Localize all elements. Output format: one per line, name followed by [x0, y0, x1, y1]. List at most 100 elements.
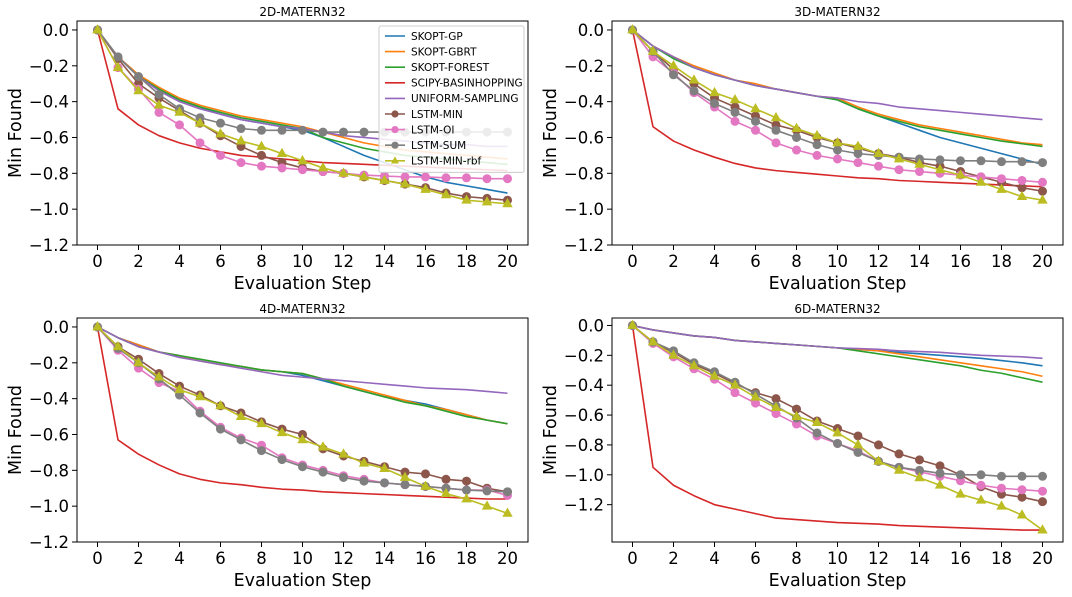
- y-tick-label: 0.0: [43, 21, 69, 40]
- series-lstm-min-rbf-point-20: [502, 507, 513, 517]
- series-lstm-min-rbf-point-10: [832, 427, 843, 437]
- chart-title: 3D-MATERN32: [794, 5, 880, 19]
- x-tick-label: 6: [750, 252, 761, 271]
- series-lstm-min-rbf-point-18: [461, 194, 472, 204]
- series-lstm-sum-point-12: [338, 127, 348, 137]
- series-line-skopt-forest: [632, 324, 1043, 383]
- series-line-lstm-oi: [631, 324, 1043, 493]
- series-lstm-min-rbf-point-8: [256, 140, 267, 150]
- series-lstm-sum: [627, 320, 1048, 481]
- series-lstm-min-rbf-point-1: [647, 45, 659, 55]
- x-tick-label: 10: [292, 549, 313, 568]
- plot-area: [627, 319, 1048, 534]
- series-scipy-basinhopping: [96, 326, 508, 500]
- series-lstm-min-rbf-point-20: [502, 197, 513, 208]
- series-lstm-min-rbf-point-6: [215, 128, 226, 138]
- series-lstm-sum-point-11: [853, 149, 863, 159]
- chart-title: 6D-MATERN32: [794, 302, 880, 316]
- series-lstm-min-rbf-point-6: [215, 399, 226, 410]
- series-lstm-min-rbf: [627, 24, 1048, 204]
- series-lstm-min: [627, 25, 1048, 196]
- series-lstm-min-point-20: [1038, 186, 1048, 196]
- series-lstm-min-rbf-point-12: [873, 147, 884, 158]
- series-uniform-sampling: [632, 324, 1043, 360]
- x-tick-label: 20: [1032, 549, 1053, 568]
- x-tick-label: 4: [174, 252, 185, 271]
- series-lstm-min-rbf-point-20: [1037, 194, 1048, 204]
- y-tick-label: −0.4: [29, 93, 69, 112]
- series-lstm-min-rbf-point-2: [668, 349, 679, 359]
- series-lstm-min-rbf-point-8: [791, 410, 802, 420]
- series-lstm-min-rbf-point-8: [256, 417, 267, 428]
- x-axis-label: Evaluation Step: [234, 274, 372, 294]
- legend-label-lstm-oi: LSTM-OI: [411, 124, 454, 136]
- series-lstm-min-point-12: [873, 440, 883, 450]
- series-lstm-min-rbf-point-2: [133, 85, 144, 95]
- y-tick-label: −0.2: [29, 57, 69, 76]
- series-lstm-min-rbf-point-13: [893, 464, 905, 474]
- series-lstm-min-rbf-point-1: [112, 340, 124, 351]
- series-lstm-sum-point-20: [502, 487, 512, 497]
- series-lstm-min-point-11: [853, 431, 863, 441]
- x-tick-label: 8: [256, 252, 267, 271]
- series-lstm-sum-point-19: [482, 486, 492, 496]
- x-tick-label: 10: [827, 252, 848, 271]
- series-lstm-sum-point-16: [955, 470, 965, 480]
- series-lstm-sum-point-9: [277, 125, 287, 135]
- legend-item-lstm-min-rbf: LSTM-MIN-rbf: [385, 156, 482, 168]
- series-lstm-min-rbf-point-19: [481, 500, 493, 510]
- plot-frame: [611, 20, 1064, 246]
- x-tick-label: 8: [791, 549, 802, 568]
- series-line-scipy-basinhopping: [96, 326, 508, 500]
- legend-item-scipy-basinhopping: SCIPY-BASINHOPPING: [385, 78, 523, 90]
- x-tick-label: 16: [950, 549, 971, 568]
- y-tick-label: −0.6: [29, 425, 69, 444]
- y-axis-label: Min Found: [6, 385, 26, 475]
- series-lstm-min-rbf-point-14: [914, 158, 925, 168]
- x-tick-label: 12: [333, 252, 354, 271]
- series-lstm-min-rbf-point-3: [153, 99, 165, 109]
- series-lstm-min-rbf-point-2: [133, 356, 144, 367]
- series-line-lstm-min: [631, 29, 1043, 193]
- series-line-scipy-basinhopping: [631, 325, 1043, 531]
- series-lstm-sum-point-4: [709, 98, 719, 108]
- series-lstm-min-rbf-point-4: [174, 383, 185, 394]
- series-lstm-oi-point-19: [1017, 485, 1027, 495]
- series-lstm-sum-point-13: [359, 127, 369, 137]
- series-lstm-sum-point-15: [400, 480, 410, 490]
- series-lstm-oi-point-6: [216, 150, 226, 160]
- legend-marker-lstm-oi: [391, 126, 399, 134]
- series-lstm-min-rbf-point-5: [729, 94, 741, 104]
- y-tick-label: −1.0: [29, 200, 69, 219]
- x-tick-label: 12: [868, 549, 889, 568]
- legend-label-skopt-gp: SKOPT-GP: [411, 31, 463, 43]
- series-lstm-sum-point-6: [750, 116, 760, 126]
- series-lstm-oi-point-8: [256, 161, 266, 171]
- series-lstm-sum-point-5: [730, 107, 740, 117]
- series-lstm-oi-point-9: [277, 163, 287, 173]
- series-lstm-min-point-18: [461, 476, 471, 486]
- series-lstm-min-rbf-point-11: [852, 439, 864, 449]
- legend-label-skopt-gbrt: SKOPT-GBRT: [411, 46, 477, 58]
- series-lstm-min-point-7: [771, 394, 781, 404]
- y-axis-label: Min Found: [6, 88, 26, 178]
- y-tick-label: −1.0: [564, 466, 604, 485]
- series-skopt-forest: [632, 324, 1043, 383]
- x-tick-label: 16: [415, 549, 436, 568]
- series-lstm-min-rbf-point-14: [914, 471, 925, 482]
- legend-label-skopt-forest: SKOPT-FOREST: [411, 62, 490, 74]
- series-lstm-min-rbf-point-11: [317, 441, 329, 451]
- x-tick-label: 0: [627, 549, 638, 568]
- x-tick-label: 6: [215, 549, 226, 568]
- y-tick-label: −1.2: [29, 236, 69, 255]
- x-tick-label: 12: [333, 549, 354, 568]
- series-lstm-min-rbf-point-12: [338, 167, 349, 177]
- x-axis-label: Evaluation Step: [769, 571, 907, 591]
- chart-title: 2D-MATERN32: [259, 5, 345, 19]
- series-lstm-min-rbf-point-4: [174, 106, 185, 116]
- series-lstm-oi-point-20: [502, 174, 512, 184]
- y-tick-label: −0.2: [564, 346, 604, 365]
- series-lstm-min-rbf-point-0: [92, 24, 103, 34]
- y-tick-label: −0.6: [29, 128, 69, 147]
- y-tick-label: −0.8: [29, 164, 69, 183]
